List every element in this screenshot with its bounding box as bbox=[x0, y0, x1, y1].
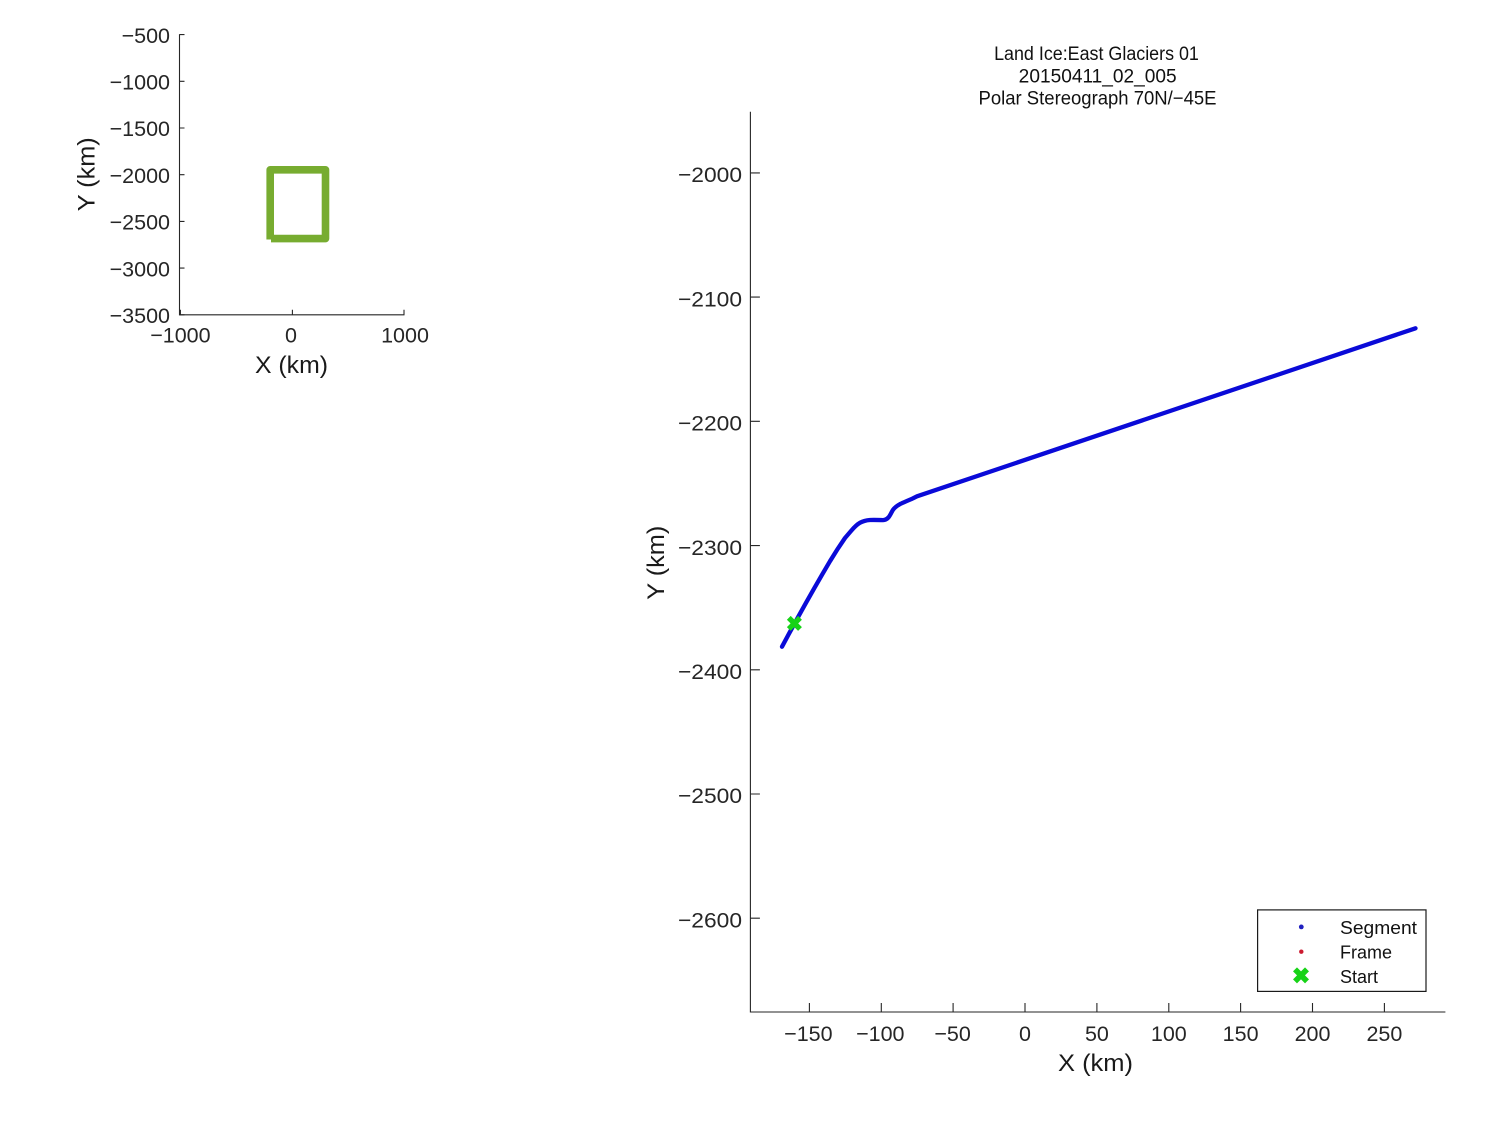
svg-text:1000: 1000 bbox=[381, 324, 429, 348]
svg-text:Segment: Segment bbox=[1340, 918, 1417, 938]
svg-text:−500: −500 bbox=[122, 24, 170, 48]
svg-text:−2000: −2000 bbox=[110, 164, 170, 188]
svg-text:−3000: −3000 bbox=[110, 257, 170, 281]
svg-text:X (km): X (km) bbox=[1058, 1050, 1133, 1077]
svg-text:Y (km): Y (km) bbox=[74, 137, 101, 211]
svg-text:−2600: −2600 bbox=[678, 908, 742, 932]
svg-text:Land Ice:East Glaciers 01: Land Ice:East Glaciers 01 bbox=[994, 44, 1199, 65]
svg-text:200: 200 bbox=[1295, 1022, 1331, 1046]
svg-text:Frame: Frame bbox=[1340, 942, 1392, 962]
svg-text:−2300: −2300 bbox=[678, 536, 742, 560]
svg-text:−2200: −2200 bbox=[678, 412, 742, 436]
svg-text:−1000: −1000 bbox=[150, 324, 210, 348]
svg-text:−3500: −3500 bbox=[110, 304, 170, 328]
svg-text:−2500: −2500 bbox=[678, 784, 742, 808]
svg-text:−2400: −2400 bbox=[678, 660, 742, 684]
svg-text:−2500: −2500 bbox=[110, 211, 170, 235]
svg-text:0: 0 bbox=[1019, 1022, 1031, 1046]
svg-text:250: 250 bbox=[1366, 1022, 1402, 1046]
svg-text:0: 0 bbox=[285, 324, 297, 348]
svg-text:50: 50 bbox=[1085, 1022, 1109, 1046]
svg-text:X (km): X (km) bbox=[255, 352, 328, 379]
svg-text:Start: Start bbox=[1340, 967, 1378, 987]
svg-text:−2000: −2000 bbox=[678, 163, 742, 187]
svg-text:−2100: −2100 bbox=[678, 287, 742, 311]
svg-text:−1500: −1500 bbox=[110, 117, 170, 141]
svg-text:Polar Stereograph 70N/−45E: Polar Stereograph 70N/−45E bbox=[979, 89, 1217, 110]
svg-text:20150411_02_005: 20150411_02_005 bbox=[1019, 67, 1177, 88]
svg-text:−150: −150 bbox=[784, 1022, 832, 1046]
svg-text:150: 150 bbox=[1223, 1022, 1259, 1046]
svg-text:−100: −100 bbox=[856, 1022, 904, 1046]
svg-text:Y (km): Y (km) bbox=[643, 526, 670, 600]
svg-text:−1000: −1000 bbox=[110, 71, 170, 95]
svg-text:100: 100 bbox=[1151, 1022, 1187, 1046]
svg-text:−50: −50 bbox=[934, 1022, 971, 1046]
